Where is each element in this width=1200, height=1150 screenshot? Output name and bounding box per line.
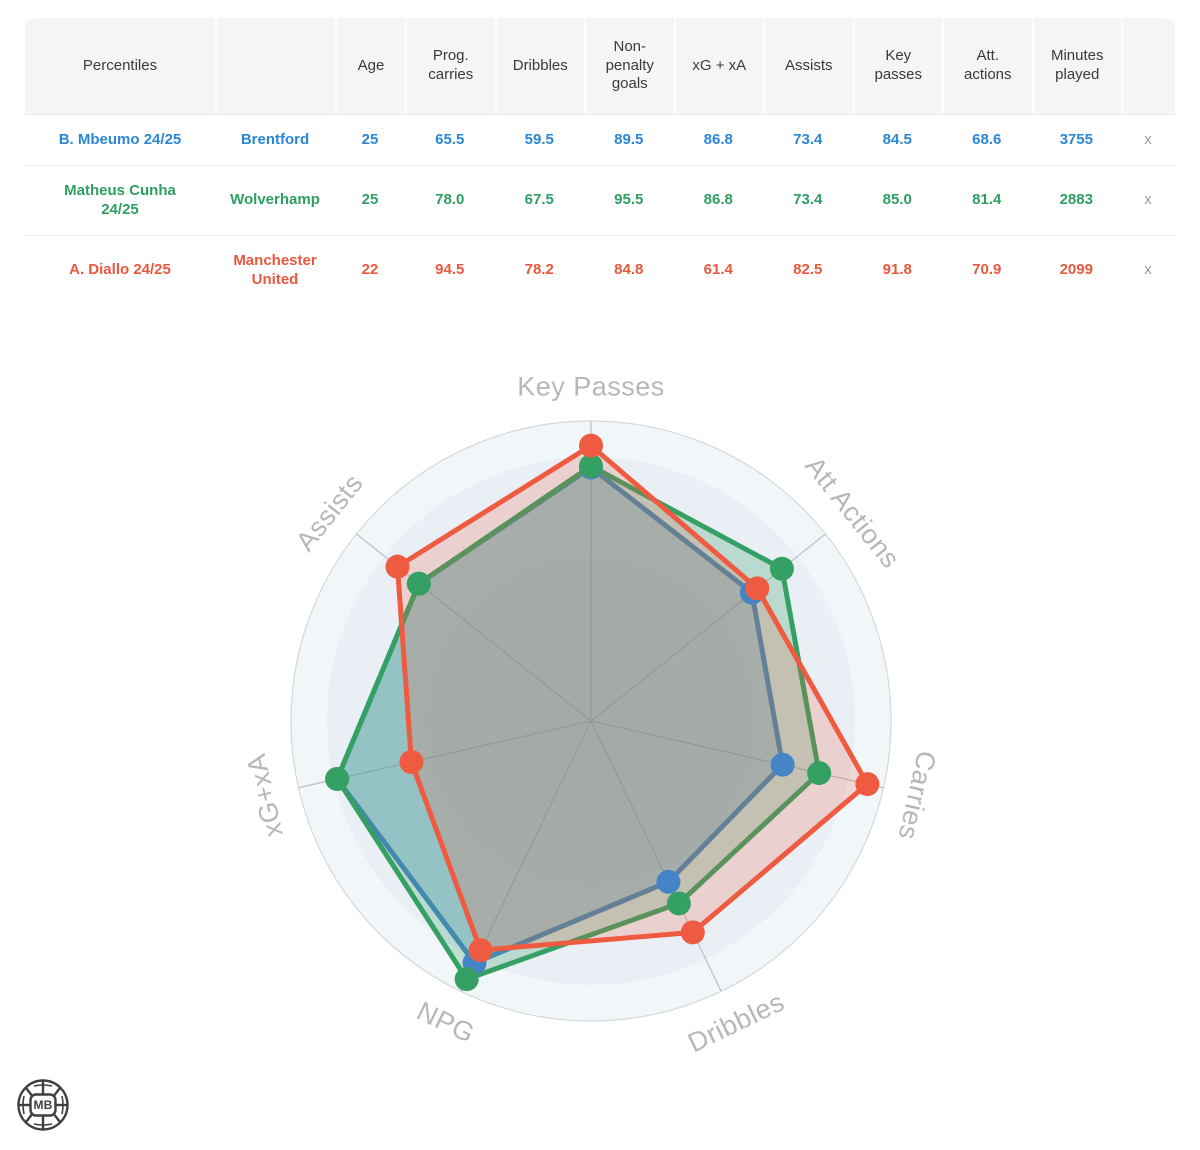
radar-point-0-3	[656, 869, 681, 894]
stat-value-0: 25	[361, 191, 379, 209]
team-name[interactable]: Brentford	[240, 131, 310, 148]
player-name[interactable]: B. Mbeumo 24/25	[58, 131, 182, 148]
radar-point-1-2	[807, 761, 832, 786]
stat-value-4: 86.8	[703, 131, 733, 148]
radar-axis-label-4: NPG	[412, 996, 479, 1049]
radar-point-1-5	[325, 766, 350, 791]
column-header-metric-4: xG + xA	[673, 18, 764, 114]
stat-value-8: 3755	[1059, 131, 1093, 148]
stat-value-7: 70.9	[972, 261, 1002, 279]
radar-series-2	[394, 443, 870, 953]
radar-axis-label-0: Key Passes	[517, 372, 665, 402]
radar-point-2-2	[855, 772, 880, 797]
radar-point-2-6	[385, 554, 410, 579]
column-header-metric-6: Key passes	[852, 18, 943, 114]
stat-value-7: 81.4	[972, 191, 1002, 209]
remove-row-button[interactable]: x	[1144, 191, 1152, 209]
stat-value-4: 86.8	[703, 191, 733, 209]
radar-point-1-6	[406, 571, 431, 596]
radar-axis-label-2: Carries	[892, 748, 941, 843]
table-row-2: A. Diallo 24/25 Manchester United 22 94.5 78…	[25, 235, 1175, 305]
stat-value-0: 22	[361, 261, 379, 279]
table-row-0: B. Mbeumo 24/25 Brentford 25 65.5 59.5 89.5 86…	[25, 115, 1175, 166]
radar-point-2-4	[468, 938, 493, 963]
radar-axis-label-5: xG+xA	[241, 751, 289, 840]
column-header-close	[1121, 18, 1175, 114]
column-header-metric-5: Assists	[763, 18, 853, 114]
stat-value-6: 84.5	[882, 131, 912, 148]
team-name[interactable]: Wolverhamp	[230, 191, 320, 209]
stat-value-1: 65.5	[435, 131, 465, 148]
stat-value-5: 82.5	[793, 261, 823, 279]
stat-value-1: 78.0	[435, 191, 465, 209]
stat-value-5: 73.4	[793, 191, 823, 209]
stat-value-8: 2099	[1059, 261, 1093, 279]
column-header-team	[215, 18, 335, 114]
stat-value-2: 59.5	[524, 131, 554, 148]
stat-value-3: 84.8	[614, 261, 644, 279]
stat-value-5: 73.4	[793, 131, 823, 148]
stat-value-3: 89.5	[614, 131, 644, 148]
radar-point-0-2	[770, 752, 795, 777]
stat-value-0: 25	[361, 131, 379, 148]
radar-point-2-3	[680, 920, 705, 945]
column-header-metric-2: Dribbles	[494, 18, 585, 114]
mb-logo-icon: MB	[17, 1079, 69, 1131]
column-header-metric-1: Prog. carries	[405, 18, 495, 114]
column-header-metric-7: Att. actions	[942, 18, 1032, 114]
radar-point-1-0	[579, 454, 603, 478]
radar-spoke-2	[590, 720, 884, 789]
radar-chart-area: Key Passes Att Actions Carries Dribbles NPG x…	[0, 371, 1200, 1071]
radar-point-2-0	[579, 433, 603, 458]
stat-value-3: 95.5	[614, 191, 644, 209]
stat-value-7: 68.6	[972, 131, 1002, 148]
radar-spoke-3	[590, 720, 722, 992]
mb-logo: MB	[14, 1076, 72, 1134]
column-header-percentiles: Percentiles	[82, 56, 158, 74]
player-name[interactable]: A. Diallo 24/25	[69, 261, 171, 279]
radar-point-2-5	[399, 749, 424, 774]
table-body: B. Mbeumo 24/25 Brentford 25 65.5 59.5 89.5 86…	[25, 115, 1175, 305]
radar-point-1-4	[454, 967, 479, 992]
radar-point-1-1	[769, 556, 794, 581]
player-name[interactable]: Matheus Cunha 24/25	[64, 181, 176, 219]
table-header-row: Percentiles Age Prog. carries Dribbles Non-…	[25, 18, 1175, 115]
column-header-metric-8: Minutes played	[1031, 18, 1122, 114]
stat-value-2: 67.5	[524, 191, 554, 209]
percentiles-table: Percentiles Age Prog. carries Dribbles Non-…	[25, 18, 1175, 305]
radar-point-2-1	[745, 576, 770, 601]
column-header-metric-3: Non-penalty goals	[584, 18, 674, 114]
table-row-1: Matheus Cunha 24/25 Wolverhamp 25 78.0 67.5 9…	[25, 165, 1175, 236]
team-name[interactable]: Manchester United	[233, 251, 317, 289]
remove-row-button[interactable]: x	[1144, 131, 1152, 148]
stat-value-4: 61.4	[703, 261, 733, 279]
stat-value-2: 78.2	[524, 261, 554, 279]
mb-logo-text: MB	[33, 1098, 52, 1112]
stat-value-6: 85.0	[882, 191, 912, 209]
stat-value-1: 94.5	[435, 261, 465, 279]
stat-value-8: 2883	[1059, 191, 1093, 209]
remove-row-button[interactable]: x	[1144, 261, 1152, 279]
stat-value-6: 91.8	[882, 261, 912, 279]
radar-point-1-3	[666, 891, 691, 916]
column-header-metric-0: Age	[335, 18, 405, 114]
